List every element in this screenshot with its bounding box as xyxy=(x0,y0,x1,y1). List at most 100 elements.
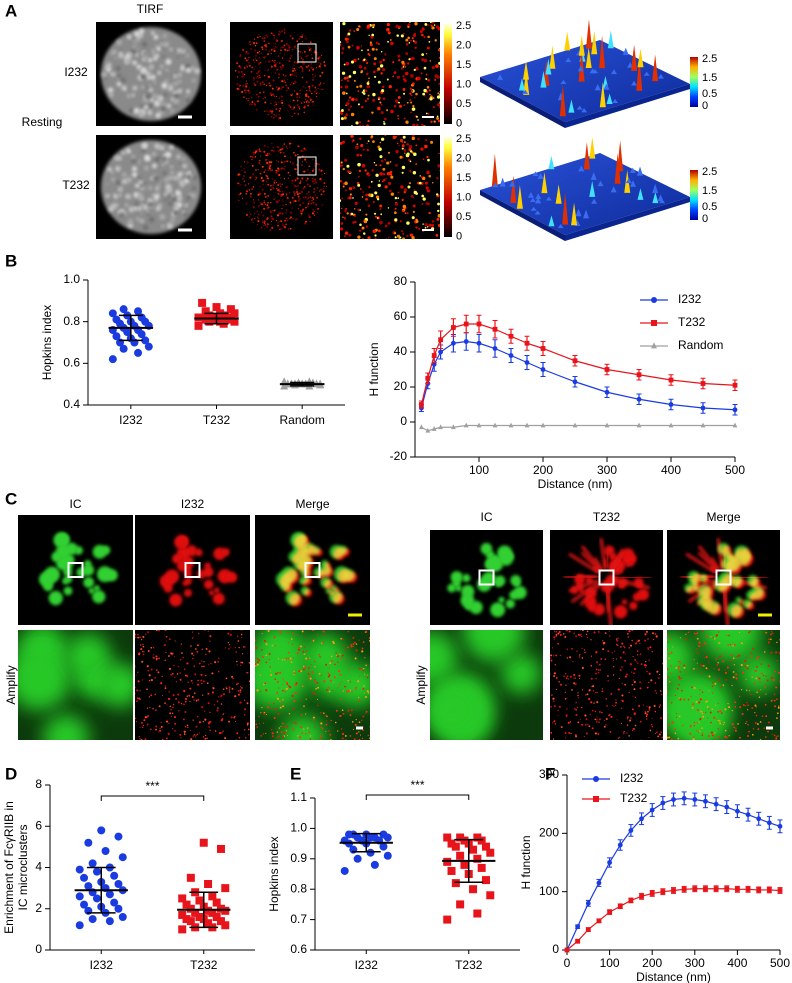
spot xyxy=(363,668,364,669)
spot xyxy=(260,84,262,86)
surface-peak xyxy=(564,32,570,50)
spot xyxy=(753,728,754,729)
spot xyxy=(591,747,592,748)
spot xyxy=(258,217,260,219)
spot xyxy=(310,41,312,43)
spot xyxy=(426,156,428,158)
spot xyxy=(558,681,559,682)
spot xyxy=(314,661,315,662)
spot xyxy=(169,668,171,670)
spot xyxy=(627,716,629,718)
spot xyxy=(310,664,311,665)
spot xyxy=(234,716,235,717)
spot xyxy=(312,209,314,211)
spot xyxy=(565,698,567,700)
spot xyxy=(117,181,120,184)
spot xyxy=(718,642,719,643)
spot xyxy=(192,658,194,660)
spot xyxy=(554,723,556,725)
spot xyxy=(181,703,183,705)
spot xyxy=(264,193,266,195)
spot xyxy=(414,22,417,25)
spot xyxy=(342,709,344,711)
spot xyxy=(136,700,138,702)
spot xyxy=(437,116,439,118)
spot xyxy=(297,735,299,737)
spot xyxy=(718,631,719,632)
spot xyxy=(391,687,392,688)
spot xyxy=(186,54,189,57)
spot xyxy=(334,676,336,678)
spot xyxy=(777,660,778,661)
spot xyxy=(425,127,428,130)
spot xyxy=(377,217,379,219)
spot xyxy=(366,143,367,144)
spot xyxy=(178,626,179,627)
spot xyxy=(341,109,344,112)
spot xyxy=(687,751,688,752)
spot xyxy=(157,55,159,57)
spot xyxy=(259,193,261,195)
spot xyxy=(345,189,347,191)
image-background xyxy=(255,515,370,625)
spot xyxy=(426,129,429,132)
spot xyxy=(262,37,264,39)
spot xyxy=(306,193,307,194)
spot xyxy=(279,194,280,195)
spot xyxy=(621,694,623,696)
spot xyxy=(283,152,284,153)
spot xyxy=(298,145,300,147)
spot xyxy=(185,698,187,700)
spot xyxy=(263,713,265,715)
spot xyxy=(283,168,285,170)
spot xyxy=(379,155,382,158)
spot xyxy=(257,224,258,225)
spot xyxy=(334,160,337,163)
spot xyxy=(305,36,306,37)
spot xyxy=(783,658,784,659)
spot xyxy=(374,57,377,60)
spot xyxy=(598,747,599,748)
spot xyxy=(414,69,416,71)
spot xyxy=(308,214,309,215)
spot xyxy=(361,45,362,46)
spot xyxy=(277,189,279,191)
spot xyxy=(292,197,294,199)
spot xyxy=(439,48,440,49)
spot xyxy=(246,60,247,61)
spot xyxy=(698,645,700,647)
spot xyxy=(196,651,198,653)
spot xyxy=(260,735,262,737)
spot xyxy=(294,200,296,202)
spot xyxy=(421,176,423,178)
spot xyxy=(244,714,246,716)
spot xyxy=(545,718,547,720)
spot xyxy=(280,186,282,188)
spot xyxy=(369,245,371,247)
spot xyxy=(765,693,766,694)
spot xyxy=(295,179,297,181)
spot xyxy=(696,730,697,731)
spot xyxy=(151,679,153,681)
marker xyxy=(195,322,203,330)
spot xyxy=(284,143,285,144)
spot xyxy=(452,156,455,159)
spot xyxy=(381,679,383,681)
spot xyxy=(174,81,179,86)
spot xyxy=(256,726,258,728)
spot xyxy=(329,748,331,750)
spot xyxy=(426,113,428,115)
legend-label: T232 xyxy=(678,315,706,329)
cluster xyxy=(331,585,337,591)
spot xyxy=(139,113,144,118)
blob xyxy=(335,663,379,707)
spot xyxy=(337,687,338,688)
spot xyxy=(186,89,190,93)
spot xyxy=(239,743,240,744)
spot xyxy=(647,638,649,640)
spot xyxy=(547,637,548,638)
spot xyxy=(142,651,144,653)
spot xyxy=(190,738,192,740)
spot xyxy=(375,244,377,246)
spot xyxy=(122,179,128,185)
